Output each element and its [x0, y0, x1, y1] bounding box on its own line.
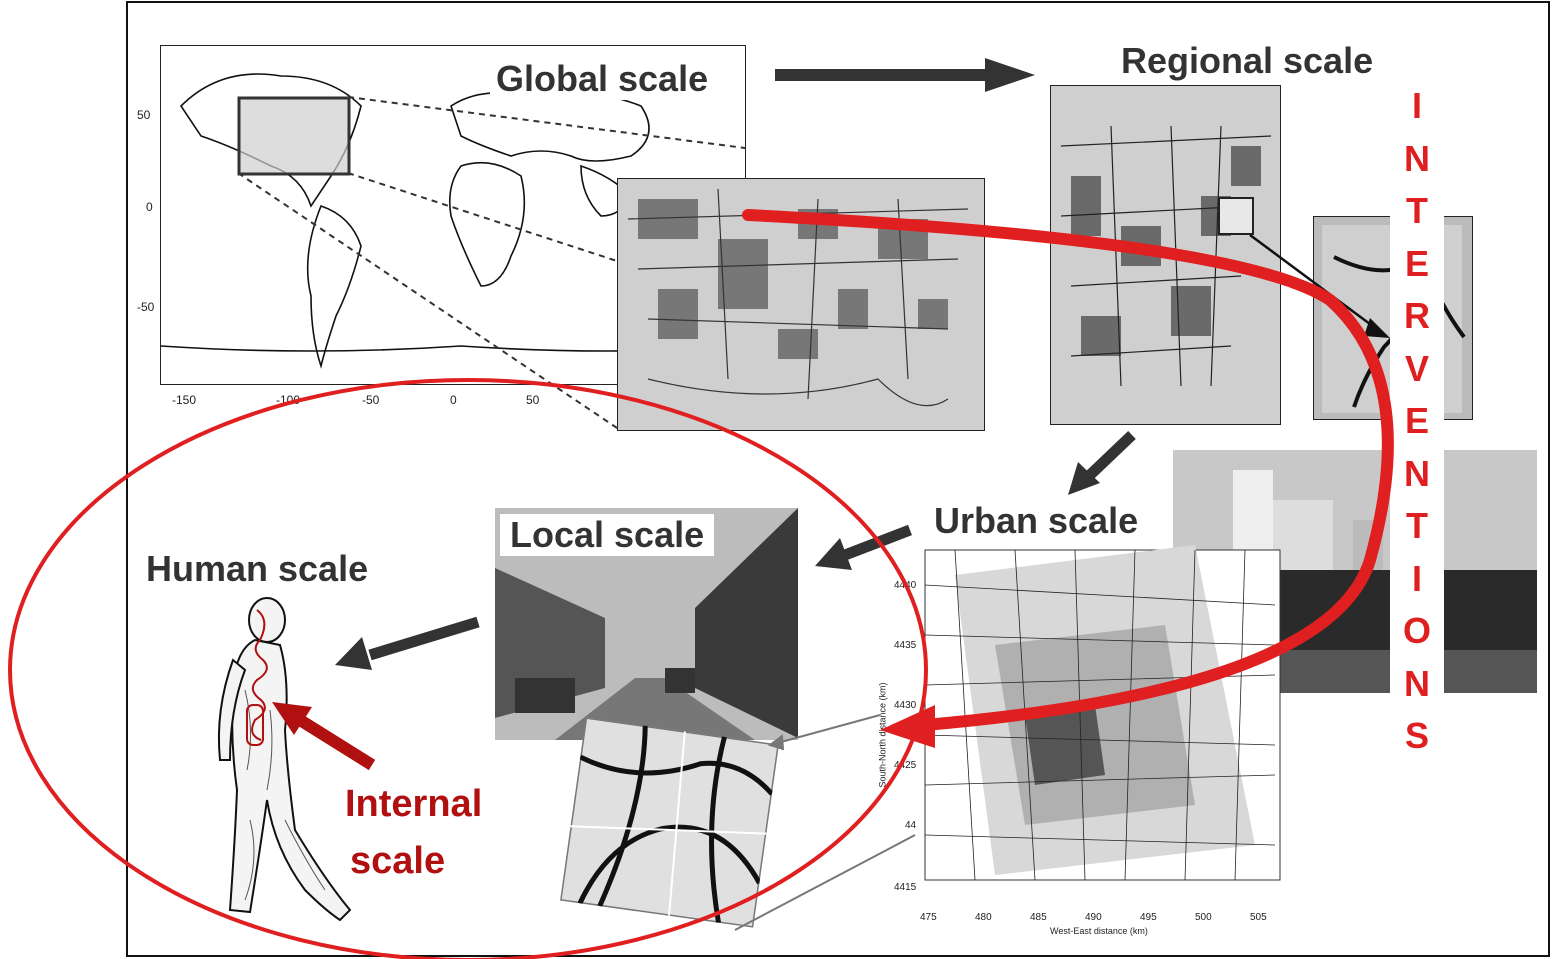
world-x-tick: -50	[362, 393, 380, 407]
urban-x-tick: 500	[1195, 912, 1212, 923]
world-y-tick: -50	[137, 300, 155, 314]
urban-x-tick: 490	[1085, 912, 1102, 923]
world-x-tick: 0	[450, 393, 457, 407]
interventions-letter: V	[1404, 347, 1429, 389]
urban-x-tick: 495	[1140, 912, 1157, 923]
local-scale-label: Local scale	[500, 514, 715, 556]
regional-map-pattern	[1060, 125, 1272, 387]
figure-frame	[126, 1, 1550, 957]
internal-scale-label-line1: Internal	[345, 783, 483, 825]
road-network-panel	[560, 717, 779, 928]
world-x-tick: -150	[172, 393, 197, 407]
interventions-letter: O	[1402, 610, 1431, 651]
human-scale-label: Human scale	[146, 548, 369, 589]
interventions-letter: T	[1406, 505, 1428, 546]
world-y-tick: 0	[146, 200, 153, 214]
local-human-scope-ellipse	[8, 378, 928, 959]
urban-y-tick: 4435	[894, 640, 917, 651]
regional-scale-label: Regional scale	[1121, 40, 1374, 81]
interventions-letter: N	[1404, 137, 1430, 179]
urban-x-tick: 475	[920, 912, 937, 923]
us-map-pattern	[627, 188, 969, 407]
street-photo	[495, 508, 798, 740]
world-y-tick: 50	[137, 108, 151, 122]
global-scale-label: Global scale	[490, 58, 715, 100]
urban-y-tick: 4430	[894, 700, 917, 711]
interventions-arrowhead	[880, 705, 935, 748]
road-network-pattern	[560, 717, 779, 928]
interventions-letter: N	[1404, 452, 1430, 494]
interventions-letter: S	[1404, 715, 1429, 756]
interventions-letter: R	[1404, 295, 1430, 336]
interventions-letter: E	[1404, 242, 1429, 284]
world-x-tick: 50	[526, 393, 540, 407]
urban-x-axis-label: West-East distance (km)	[1050, 926, 1148, 936]
urban-y-tick: 4425	[894, 760, 917, 771]
interventions-arrow	[742, 209, 1394, 731]
interventions-letter: T	[1406, 190, 1428, 231]
human-figure	[217, 597, 352, 922]
internal-scale-label-line2: scale	[350, 840, 446, 882]
urban-scale-label: Urban scale	[934, 500, 1139, 541]
interventions-letter: N	[1404, 662, 1430, 704]
urban-x-tick: 485	[1030, 912, 1047, 923]
urban-y-tick: 4415	[894, 882, 917, 893]
urban-x-tick: 505	[1250, 912, 1267, 923]
interventions-letter: E	[1404, 400, 1429, 441]
urban-y-tick: 44	[905, 820, 917, 831]
urban-x-tick: 480	[975, 912, 992, 923]
interventions-letter: I	[1411, 557, 1422, 599]
interventions-letter: I	[1411, 85, 1422, 126]
